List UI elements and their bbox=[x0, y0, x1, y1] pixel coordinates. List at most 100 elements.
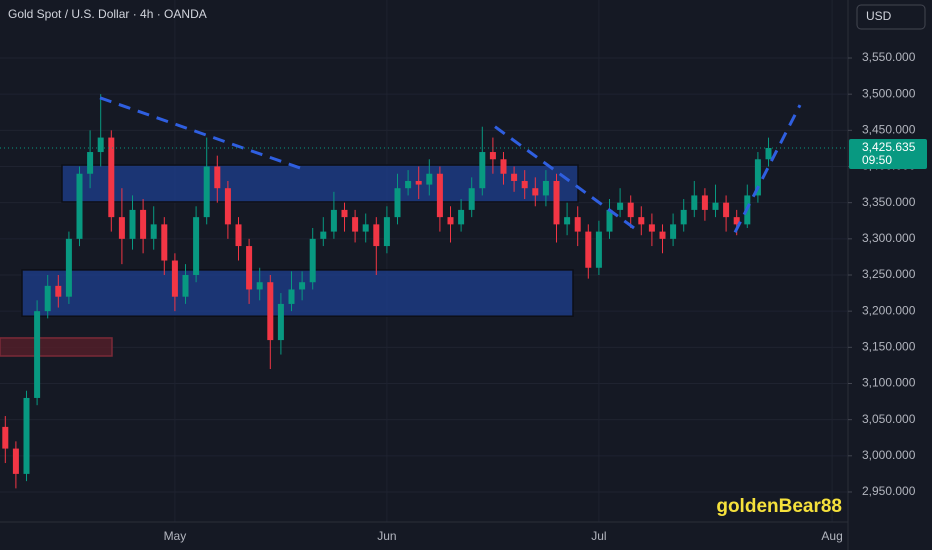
candle-body bbox=[479, 152, 486, 189]
zone bbox=[61, 164, 579, 203]
zone bbox=[0, 337, 113, 357]
trendline bbox=[99, 96, 301, 170]
trendline bbox=[494, 125, 641, 234]
y-tick-label: 3,050.000 bbox=[862, 412, 916, 426]
y-tick-label: 2,950.000 bbox=[862, 484, 916, 498]
candle-body bbox=[691, 195, 698, 210]
candle-body bbox=[65, 238, 72, 297]
candle-body bbox=[627, 202, 634, 218]
candle-body bbox=[352, 217, 359, 232]
candle-body bbox=[330, 209, 337, 232]
candle-body bbox=[383, 217, 390, 247]
candle-body bbox=[150, 224, 157, 239]
candle-body bbox=[564, 217, 571, 225]
candle-body bbox=[638, 217, 645, 225]
currency-button[interactable] bbox=[856, 4, 926, 30]
candle-body bbox=[542, 180, 549, 196]
candle-body bbox=[659, 231, 666, 239]
watermark: goldenBear88 bbox=[716, 496, 842, 517]
candle-body bbox=[500, 159, 507, 174]
candle-body bbox=[606, 209, 613, 232]
currency-label[interactable]: USD bbox=[866, 9, 892, 23]
candle-body bbox=[468, 188, 475, 210]
candle-body bbox=[405, 180, 412, 189]
candle-body bbox=[426, 173, 433, 185]
candle-body bbox=[680, 209, 687, 225]
candle-body bbox=[309, 238, 316, 283]
candle-body bbox=[55, 285, 62, 297]
candle-body bbox=[362, 224, 369, 232]
candle-body bbox=[193, 217, 200, 275]
candle-body bbox=[214, 166, 221, 189]
candle-body bbox=[670, 224, 677, 239]
candle-body bbox=[2, 426, 9, 449]
candle-body bbox=[108, 137, 115, 218]
y-tick-label: 3,500.000 bbox=[862, 86, 916, 100]
candle-body bbox=[161, 224, 168, 261]
candle-body bbox=[256, 282, 263, 290]
y-tick-label: 3,100.000 bbox=[862, 376, 916, 390]
candle-body bbox=[224, 188, 231, 225]
candle-body bbox=[723, 202, 730, 218]
candle-body bbox=[765, 147, 772, 160]
y-tick-label: 3,200.000 bbox=[862, 303, 916, 317]
y-tick-label: 3,300.000 bbox=[862, 231, 916, 245]
candle-body bbox=[118, 217, 125, 239]
last-price-label: 3,425.635 bbox=[862, 140, 916, 154]
y-tick-label: 3,150.000 bbox=[862, 339, 916, 353]
candle-body bbox=[574, 217, 581, 232]
candle-body bbox=[277, 303, 284, 341]
last-price-time: 09:50 bbox=[862, 153, 892, 167]
x-tick-label: May bbox=[164, 529, 187, 543]
candle-body bbox=[617, 202, 624, 210]
zone bbox=[21, 269, 574, 317]
x-tick-label: Aug bbox=[821, 529, 842, 543]
candle-body bbox=[648, 224, 655, 232]
candle-body bbox=[373, 224, 380, 247]
candle-body bbox=[585, 231, 592, 268]
y-tick-label: 3,250.000 bbox=[862, 267, 916, 281]
candle-body bbox=[532, 188, 539, 196]
candle-body bbox=[87, 152, 94, 174]
candle-body bbox=[76, 173, 83, 239]
candle-body bbox=[733, 217, 740, 225]
y-tick-label: 3,000.000 bbox=[862, 448, 916, 462]
candle-body bbox=[701, 195, 708, 210]
y-tick-label: 3,450.000 bbox=[862, 123, 916, 137]
candle-body bbox=[288, 289, 295, 304]
candle-body bbox=[489, 152, 496, 160]
candle-body bbox=[182, 274, 189, 297]
candle-body bbox=[246, 246, 253, 290]
candle-body bbox=[171, 260, 178, 297]
candle-body bbox=[320, 231, 327, 239]
candle-body bbox=[447, 217, 454, 225]
candle-body bbox=[754, 159, 761, 196]
last-price-box bbox=[849, 138, 927, 169]
candle-body bbox=[595, 231, 602, 268]
candle-body bbox=[44, 285, 51, 312]
candle-body bbox=[12, 448, 19, 474]
candle-body bbox=[140, 209, 147, 239]
candle-body bbox=[341, 209, 348, 218]
candle-body bbox=[129, 209, 136, 239]
candle-body bbox=[267, 282, 274, 341]
candle-body bbox=[299, 282, 306, 290]
x-tick-label: Jul bbox=[591, 529, 606, 543]
candle-body bbox=[458, 209, 465, 225]
candle-body bbox=[394, 188, 401, 218]
candle-body bbox=[97, 137, 104, 153]
candle-body bbox=[712, 202, 719, 210]
candle-body bbox=[203, 166, 210, 218]
candle-body bbox=[34, 311, 41, 398]
candle-body bbox=[553, 180, 560, 225]
chart-title: Gold Spot / U.S. Dollar · 4h · OANDA bbox=[8, 7, 207, 21]
candle-body bbox=[436, 173, 443, 218]
candle-body bbox=[511, 173, 518, 181]
x-tick-label: Jun bbox=[377, 529, 396, 543]
candle-body bbox=[235, 224, 242, 247]
y-tick-label: 3,350.000 bbox=[862, 195, 916, 209]
candle-body bbox=[521, 180, 528, 189]
candle-body bbox=[415, 180, 422, 185]
candle-body bbox=[23, 397, 30, 474]
